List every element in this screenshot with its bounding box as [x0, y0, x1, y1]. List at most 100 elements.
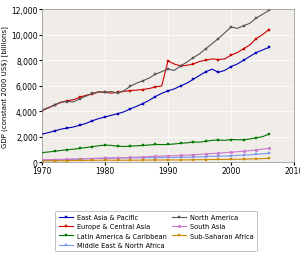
Latin America & Caribbean [147, 144, 151, 147]
South Asia [172, 154, 176, 157]
North America [84, 95, 88, 98]
Sub-Saharan Africa [261, 157, 264, 161]
North America [204, 48, 208, 51]
South Asia [248, 149, 252, 152]
Sub-Saharan Africa [248, 158, 252, 161]
Sub-Saharan Africa [128, 159, 132, 162]
Latin America & Caribbean [103, 144, 107, 147]
East Asia & Pacific [65, 127, 69, 130]
North America [166, 68, 170, 71]
Line: South Asia: South Asia [40, 148, 270, 161]
Latin America & Caribbean [242, 139, 245, 142]
East Asia & Pacific [84, 122, 88, 125]
Latin America & Caribbean [40, 151, 44, 154]
Middle East & North Africa [59, 159, 63, 162]
Latin America & Caribbean [135, 145, 138, 148]
South Asia [210, 152, 214, 155]
Sub-Saharan Africa [116, 159, 119, 162]
Line: North America: North America [40, 10, 270, 112]
East Asia & Pacific [185, 82, 189, 85]
Sub-Saharan Africa [59, 160, 63, 163]
Line: East Asia & Pacific: East Asia & Pacific [40, 47, 270, 136]
East Asia & Pacific [179, 85, 182, 88]
Europe & Central Asia [254, 38, 258, 41]
Middle East & North Africa [78, 158, 82, 161]
South Asia [97, 157, 101, 160]
Middle East & North Africa [116, 157, 119, 160]
Middle East & North Africa [267, 152, 271, 155]
North America [160, 71, 164, 74]
East Asia & Pacific [254, 52, 258, 55]
Europe & Central Asia [223, 58, 226, 61]
Middle East & North Africa [40, 160, 44, 163]
North America [135, 82, 138, 85]
East Asia & Pacific [91, 120, 94, 123]
East Asia & Pacific [128, 108, 132, 111]
Europe & Central Asia [46, 107, 50, 110]
East Asia & Pacific [78, 124, 82, 127]
East Asia & Pacific [116, 113, 119, 116]
Middle East & North Africa [179, 156, 182, 159]
Europe & Central Asia [141, 89, 145, 92]
North America [116, 92, 119, 95]
East Asia & Pacific [147, 100, 151, 103]
Latin America & Caribbean [72, 148, 75, 151]
Middle East & North Africa [53, 159, 56, 162]
Europe & Central Asia [248, 44, 252, 47]
South Asia [65, 158, 69, 161]
South Asia [191, 154, 195, 157]
Latin America & Caribbean [116, 145, 119, 148]
South Asia [141, 156, 145, 159]
Sub-Saharan Africa [160, 159, 164, 162]
North America [91, 92, 94, 96]
North America [65, 101, 69, 104]
Middle East & North Africa [160, 156, 164, 160]
South Asia [229, 151, 233, 154]
Middle East & North Africa [110, 157, 113, 160]
Europe & Central Asia [122, 90, 126, 93]
Latin America & Caribbean [59, 149, 63, 152]
South Asia [59, 158, 63, 161]
North America [154, 73, 157, 76]
Middle East & North Africa [254, 153, 258, 156]
Middle East & North Africa [185, 156, 189, 159]
Sub-Saharan Africa [223, 158, 226, 161]
Latin America & Caribbean [236, 139, 239, 142]
North America [40, 109, 44, 112]
Middle East & North Africa [261, 153, 264, 156]
North America [254, 18, 258, 21]
Middle East & North Africa [242, 154, 245, 157]
East Asia & Pacific [59, 128, 63, 131]
Europe & Central Asia [191, 63, 195, 66]
South Asia [72, 158, 75, 161]
Middle East & North Africa [91, 157, 94, 161]
South Asia [53, 158, 56, 162]
East Asia & Pacific [122, 111, 126, 114]
South Asia [147, 155, 151, 158]
South Asia [254, 149, 258, 152]
Sub-Saharan Africa [72, 160, 75, 163]
Latin America & Caribbean [179, 142, 182, 145]
Middle East & North Africa [236, 154, 239, 157]
Middle East & North Africa [223, 155, 226, 158]
Sub-Saharan Africa [191, 159, 195, 162]
East Asia & Pacific [72, 126, 75, 129]
Sub-Saharan Africa [122, 159, 126, 162]
Europe & Central Asia [217, 59, 220, 62]
Latin America & Caribbean [261, 136, 264, 139]
Europe & Central Asia [229, 54, 233, 57]
Sub-Saharan Africa [254, 158, 258, 161]
Latin America & Caribbean [110, 144, 113, 147]
East Asia & Pacific [46, 132, 50, 135]
Europe & Central Asia [210, 58, 214, 61]
Y-axis label: GDP (constant 2000 US$) [billions]: GDP (constant 2000 US$) [billions] [2, 26, 8, 147]
Europe & Central Asia [160, 85, 164, 88]
North America [217, 38, 220, 41]
Latin America & Caribbean [191, 141, 195, 144]
Middle East & North Africa [204, 155, 208, 158]
South Asia [267, 147, 271, 150]
Latin America & Caribbean [91, 146, 94, 149]
South Asia [204, 153, 208, 156]
East Asia & Pacific [166, 90, 170, 93]
North America [248, 23, 252, 26]
